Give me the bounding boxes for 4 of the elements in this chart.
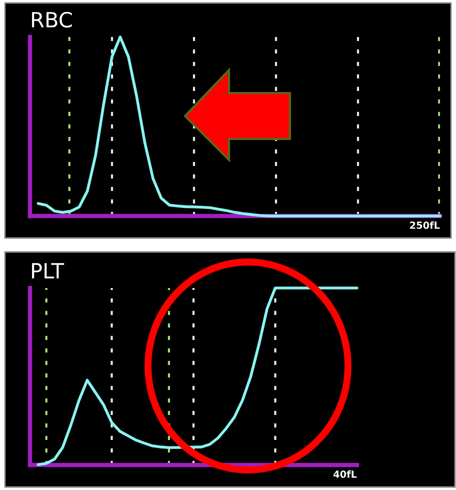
chart-title: PLT <box>32 263 64 278</box>
text: 250fL <box>410 221 440 229</box>
text: 40fL <box>333 470 357 478</box>
chart-title: RBC <box>32 12 72 28</box>
